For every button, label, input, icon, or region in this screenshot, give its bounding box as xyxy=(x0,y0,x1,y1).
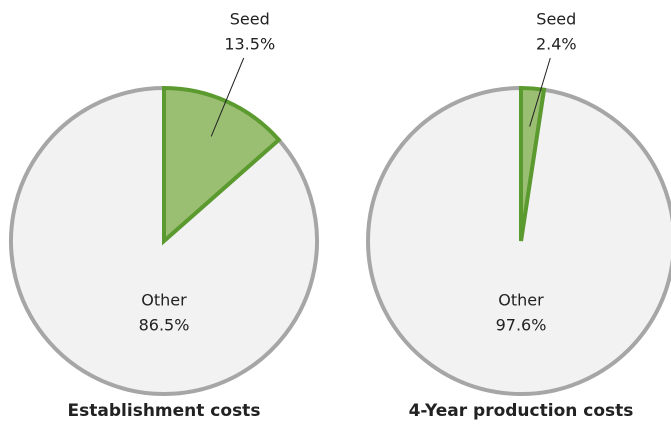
pie-slice xyxy=(162,85,282,246)
slice-value-label: 13.5% xyxy=(224,35,275,54)
chart-title: Establishment costs xyxy=(68,401,261,421)
slice-value-label: 86.5% xyxy=(139,316,190,335)
leader-line xyxy=(210,57,245,137)
slice-value-label: 97.6% xyxy=(496,316,547,335)
pie-slice xyxy=(519,85,547,242)
slice-label: Seed xyxy=(536,10,576,29)
chart-title: 4-Year production costs xyxy=(409,401,634,421)
pie xyxy=(9,85,319,396)
slice-value-label: 2.4% xyxy=(536,35,577,54)
slice-label: Other xyxy=(141,291,187,310)
leader-line xyxy=(529,57,551,127)
pie xyxy=(366,85,671,396)
slice-label: Seed xyxy=(230,10,270,29)
slice-label: Other xyxy=(498,291,544,310)
